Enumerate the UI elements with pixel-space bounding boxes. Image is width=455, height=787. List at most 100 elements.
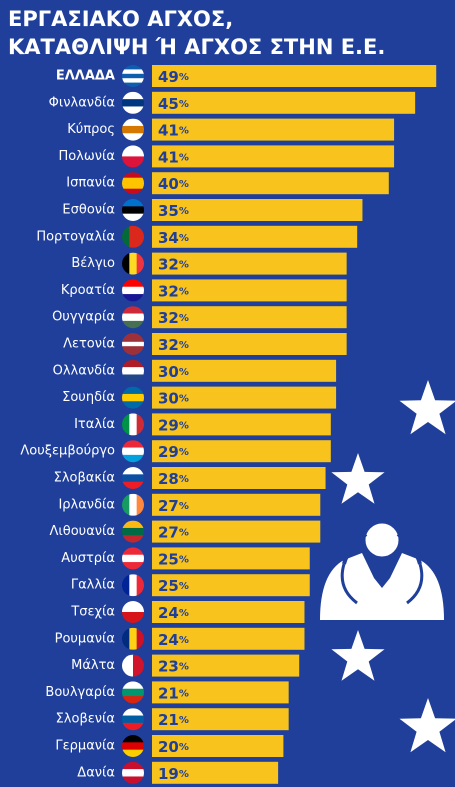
flag-stripe: [122, 306, 144, 315]
bar: [152, 654, 300, 677]
flag-stripe: [122, 188, 144, 195]
flag-icon: [122, 520, 144, 543]
star: [331, 630, 385, 681]
value-label: 29%: [158, 416, 189, 434]
flag-stripe: [122, 225, 130, 248]
value-label: 32%: [158, 255, 189, 273]
flag-stripe: [122, 574, 130, 597]
chart-title: ΚΑΤΑΘΛΙΨΗ Ή ΑΓΧΟΣ ΣΤΗΝ Ε.Ε.: [8, 35, 385, 59]
flag-icon: [122, 386, 144, 409]
flag-icon: [122, 252, 144, 275]
category-label: Ισπανία: [66, 176, 115, 191]
flag-stripe: [122, 467, 144, 475]
category-label: Εσθονία: [62, 203, 115, 218]
flag-stripe: [122, 73, 144, 79]
bar: [152, 91, 416, 114]
category-label: Μάλτα: [71, 658, 115, 673]
flag-stripe: [122, 346, 144, 352]
category-label: Ρουμανία: [55, 631, 115, 646]
flag-icon: [122, 467, 144, 489]
bar: [152, 359, 337, 382]
flag-icon: [122, 145, 144, 168]
flag-stripe: [129, 225, 138, 248]
flag-icon: [122, 199, 144, 221]
category-label: Γερμανία: [55, 739, 115, 754]
flag-stripe: [122, 156, 144, 168]
flag-stripe: [122, 688, 144, 697]
bar: [152, 467, 326, 489]
value-label: 41%: [158, 121, 189, 139]
flag-stripe: [122, 78, 144, 84]
category-label: ΕΛΛΑΔΑ: [56, 69, 115, 84]
flag-icon: [122, 225, 144, 248]
category-label: Πορτογαλία: [36, 229, 115, 244]
flag-stripe: [122, 172, 144, 179]
bar: [152, 493, 321, 516]
bar: [152, 735, 284, 757]
flag-stripe: [122, 145, 144, 157]
flag-stripe: [122, 520, 144, 529]
flag-stripe: [122, 761, 144, 770]
flag-stripe: [122, 474, 144, 483]
bar: [152, 65, 437, 87]
flag-stripe: [122, 735, 144, 743]
flag-stripe: [122, 554, 144, 563]
flag-stripe: [122, 715, 144, 724]
flag-icon: [122, 627, 144, 650]
flag-stripe: [133, 654, 144, 677]
flag-icon: [122, 333, 144, 355]
value-label: 20%: [158, 738, 189, 756]
category-label: Σλοβακία: [54, 471, 115, 486]
flag-stripe: [136, 413, 144, 436]
category-label: Σουηδία: [62, 390, 115, 405]
flag-icon: [122, 761, 144, 784]
flag-stripe: [122, 493, 130, 516]
bar: [152, 627, 305, 650]
category-label: Δανία: [77, 765, 115, 780]
value-label: 49%: [158, 68, 189, 86]
stressed-person-icon: [320, 520, 444, 620]
flag-stripe: [136, 574, 144, 597]
flag-stripe: [122, 627, 130, 650]
star: [331, 453, 385, 504]
flag-stripe: [122, 252, 130, 275]
category-label: Κροατία: [61, 283, 115, 298]
value-label: 25%: [158, 550, 189, 568]
value-label: 32%: [158, 309, 189, 327]
chart-title: ΕΡΓΑΣΙΑΚΟ ΑΓΧΟΣ,: [8, 7, 233, 31]
category-label: Βέλγιο: [71, 256, 115, 271]
flag-stripe: [122, 279, 144, 288]
bar: [152, 708, 289, 731]
flag-icon: [122, 601, 144, 623]
category-label: Ουγγαρία: [52, 310, 115, 325]
value-label: 41%: [158, 148, 189, 166]
flag-stripe: [122, 393, 144, 402]
flag-stripe: [122, 99, 144, 107]
flag-stripe: [122, 749, 144, 757]
flag-stripe: [122, 681, 144, 690]
bar: [152, 413, 331, 436]
value-label: 21%: [158, 684, 189, 702]
category-label: Ιρλανδία: [58, 497, 115, 512]
flag-icon: [122, 279, 144, 302]
flag-icon: [122, 359, 144, 382]
flag-stripe: [122, 562, 144, 570]
flag-stripe: [122, 82, 144, 87]
flag-stripe: [122, 776, 144, 784]
value-label: 35%: [158, 202, 189, 220]
flag-icon: [122, 654, 144, 677]
flag-stripe: [122, 769, 144, 777]
flag-stripe: [136, 493, 144, 516]
value-label: 27%: [158, 496, 189, 514]
flag-icon: [122, 681, 144, 704]
flag-stripe: [122, 213, 144, 221]
value-label: 29%: [158, 443, 189, 461]
flag-stripe: [122, 91, 144, 100]
value-label: 25%: [158, 577, 189, 595]
flag-stripe: [122, 612, 144, 623]
value-label: 32%: [158, 282, 189, 300]
category-label: Λουξεμβούργο: [20, 444, 115, 459]
category-label: Ολλανδία: [53, 363, 115, 378]
flag-icon: [122, 172, 144, 195]
category-label: Σλοβενία: [56, 712, 115, 727]
